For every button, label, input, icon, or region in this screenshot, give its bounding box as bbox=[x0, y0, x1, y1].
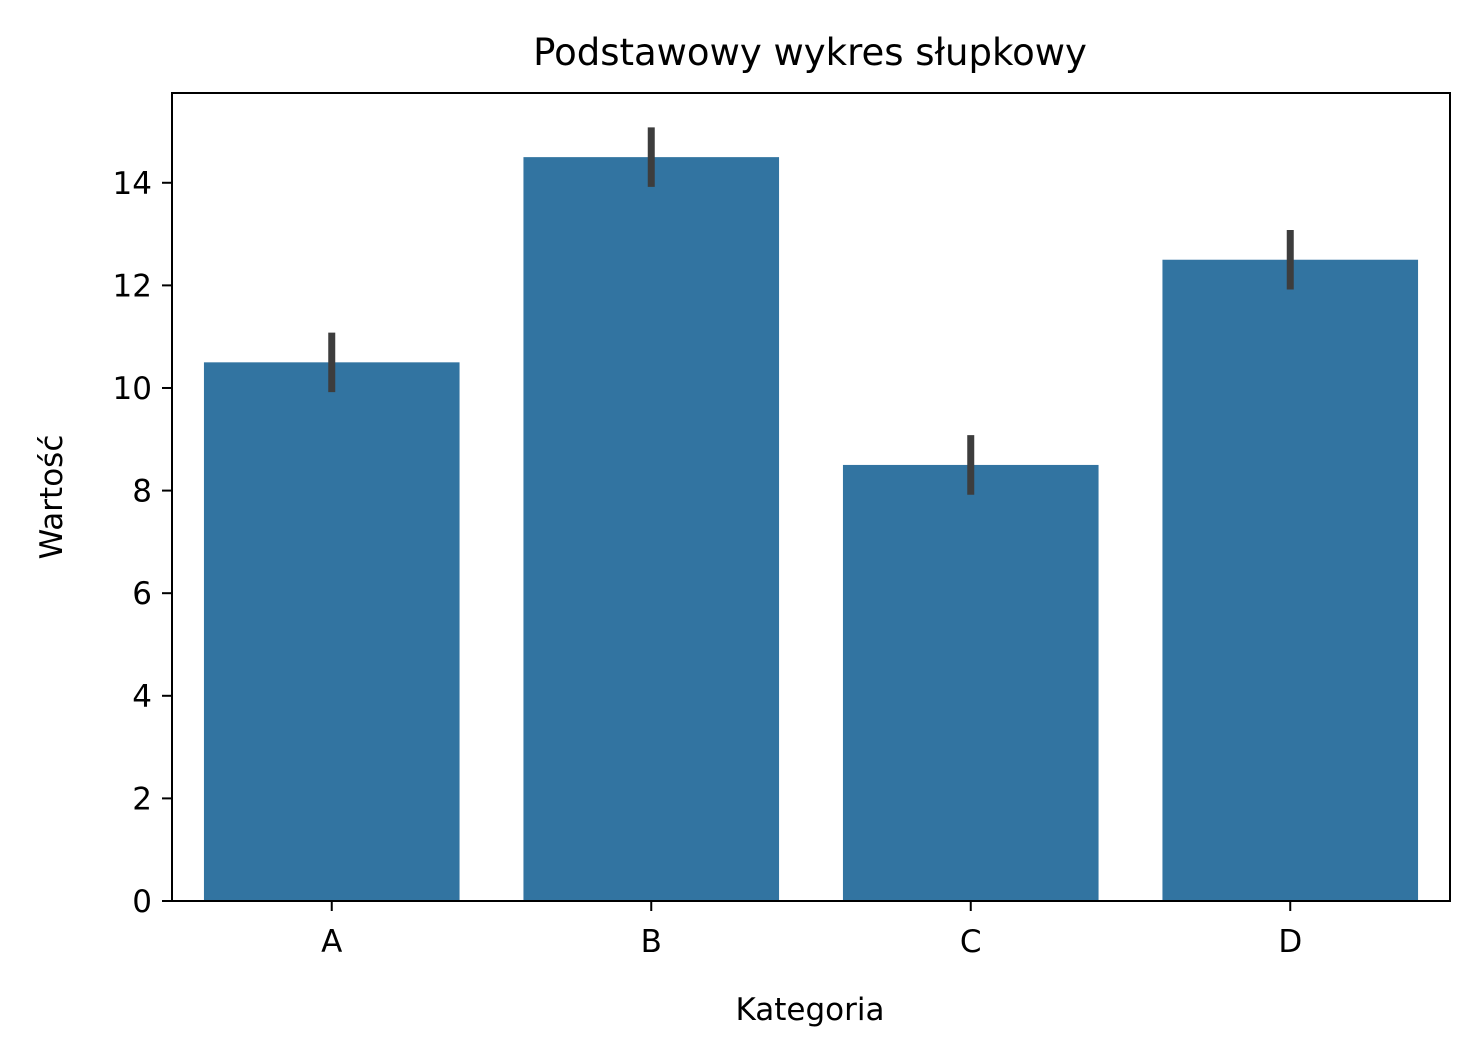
x-axis-title: Kategoria bbox=[735, 992, 884, 1028]
x-axis: A B C D bbox=[321, 901, 1302, 960]
bars-layer bbox=[203, 157, 1419, 902]
y-tick-label: 14 bbox=[113, 166, 152, 202]
bar-b bbox=[523, 157, 780, 902]
y-tick-label: 8 bbox=[132, 474, 152, 510]
y-tick-label: 0 bbox=[132, 884, 152, 920]
x-tick-label: B bbox=[641, 924, 662, 960]
y-axis: 0 2 4 6 8 10 12 14 bbox=[113, 166, 172, 920]
y-tick-label: 2 bbox=[132, 781, 152, 817]
bar-c bbox=[842, 464, 1099, 901]
y-axis-title: Wartość bbox=[34, 435, 70, 560]
x-tick-label: C bbox=[960, 924, 982, 960]
bar-d bbox=[1162, 259, 1419, 901]
y-tick-label: 6 bbox=[132, 576, 152, 612]
bar-a bbox=[203, 362, 460, 901]
errorbars-layer bbox=[328, 127, 1294, 495]
plot-frame bbox=[171, 92, 1451, 902]
x-tick-label: D bbox=[1278, 924, 1302, 960]
y-tick-label: 4 bbox=[132, 679, 152, 715]
chart-title: Podstawowy wykres słupkowy bbox=[533, 31, 1087, 74]
y-tick-label: 10 bbox=[113, 371, 152, 407]
y-tick-label: 12 bbox=[113, 268, 152, 304]
x-tick-label: A bbox=[321, 924, 342, 960]
